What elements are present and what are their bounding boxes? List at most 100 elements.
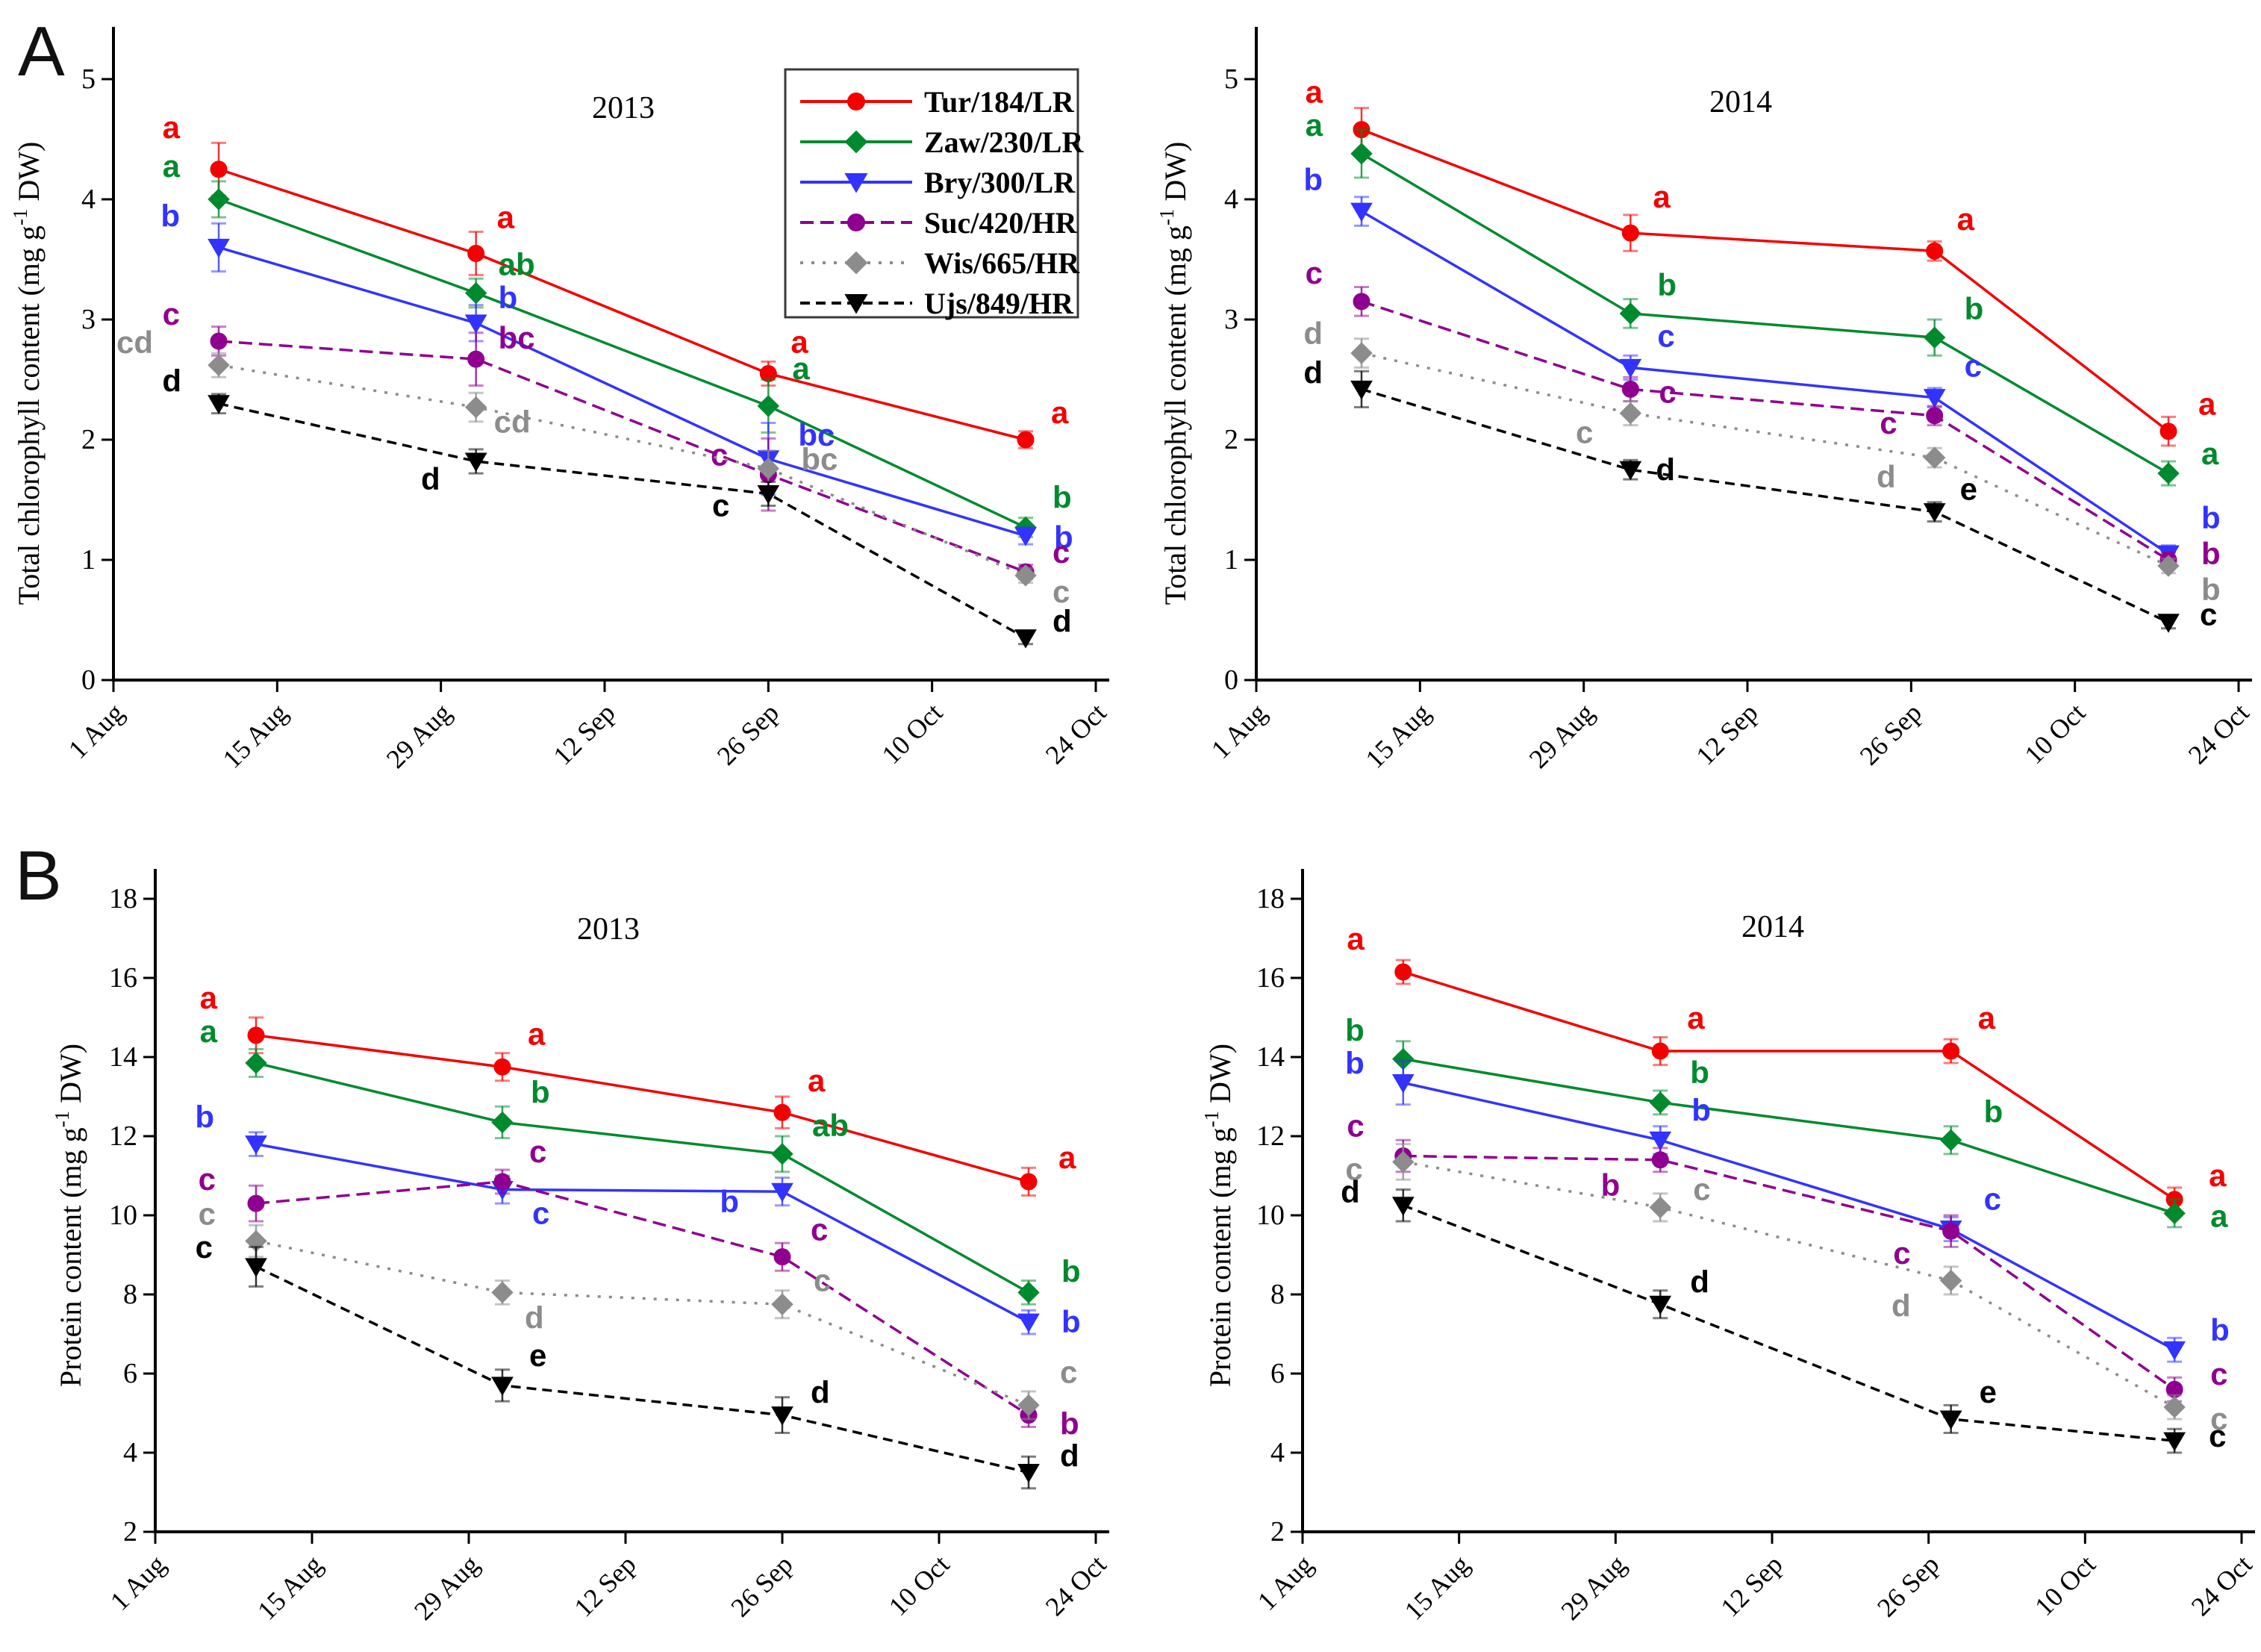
panel-year-title: 2013: [592, 91, 655, 125]
panel-a-2013: 0 1 2 3 4 5 1 Aug 15 Aug 29 Aug 12 Sep 26 Sep 10 Oc…: [9, 27, 1112, 774]
series-line-Ujs: [1403, 1204, 2175, 1442]
legend: Tur/184/LR Zaw/230/LR Bry/300/LR Suc/420/HR…: [784, 68, 1084, 320]
data-point-Suc-1: [1651, 1151, 1669, 1169]
sig-label: b: [720, 1184, 739, 1219]
sig-label: c: [196, 1229, 213, 1265]
legend-marker-Suc-icon: [846, 213, 866, 232]
sig-label: a: [200, 1014, 218, 1049]
sig-label: bc: [499, 320, 535, 355]
y-tick-label: 3: [1224, 304, 1238, 335]
sig-label: a: [792, 351, 810, 386]
data-point-Wis-2: [1939, 1269, 1962, 1292]
data-point-Bry-1: [464, 314, 487, 334]
data-point-Wis-1: [491, 1281, 514, 1304]
data-point-Bry-3: [1014, 527, 1037, 546]
y-tick-label: 3: [81, 304, 96, 335]
data-point-Ujs-3: [1017, 1464, 1040, 1483]
panel-year-title: 2013: [577, 912, 640, 947]
y-tick-label: 5: [1224, 63, 1238, 95]
x-tick-label: 12 Sep: [1690, 697, 1763, 770]
data-point-Suc-2: [1942, 1222, 1960, 1240]
data-point-Zaw-0: [245, 1052, 267, 1074]
sig-label: c: [711, 437, 728, 473]
sig-label: bc: [801, 442, 838, 477]
y-tick-label: 0: [81, 664, 96, 696]
sig-label: c: [1060, 1354, 1077, 1389]
data-point-Suc-0: [247, 1194, 265, 1212]
sig-label: a: [2201, 436, 2219, 471]
sig-label: a: [1058, 1140, 1076, 1175]
data-point-Wis-1: [1649, 1196, 1671, 1219]
sig-label: a: [1653, 179, 1671, 214]
x-tick-label: 15 Aug: [1399, 1549, 1476, 1626]
legend-label-Suc: Suc/420/HR: [924, 206, 1078, 240]
sig-label: b: [1345, 1013, 1365, 1048]
sig-label: a: [1306, 107, 1323, 143]
legend-label-Ujs: Ujs/849/HR: [924, 287, 1074, 320]
x-tick-label: 1 Aug: [105, 1549, 172, 1616]
data-point-Zaw-1: [1619, 302, 1642, 325]
data-point-Tur-1: [467, 244, 485, 262]
sig-label: d: [1303, 355, 1323, 390]
series-Ujs: d d e c: [1303, 355, 2217, 633]
sig-label: b: [1965, 291, 1984, 326]
panel-year-title: 2014: [1741, 910, 1804, 944]
sig-label: b: [1345, 1045, 1365, 1080]
data-point-Bry-3: [2163, 1341, 2186, 1361]
y-tick-label: 12: [1256, 1120, 1285, 1152]
sig-label: c: [712, 487, 729, 523]
sig-label: a: [1347, 921, 1365, 956]
sig-label: c: [2210, 1356, 2227, 1391]
legend-marker-Ujs-icon: [844, 293, 868, 314]
sig-label: ab: [812, 1108, 849, 1143]
legend-marker-Bry-icon: [844, 172, 868, 193]
panel-b-2013: 2 4 6 8 10 12 14 16 18 1 Aug 15 Aug 29 Aug 12 Sep 26 …: [51, 869, 1112, 1626]
sig-label: c: [1880, 405, 1897, 440]
data-point-Bry-0: [1350, 202, 1373, 222]
series-line-Tur: [218, 168, 1026, 441]
x-tick-label: 24 Oct: [1040, 1549, 1112, 1621]
data-point-Wis-0: [1350, 342, 1373, 364]
data-point-Zaw-2: [1923, 326, 1946, 349]
x-tick-label: 10 Oct: [883, 1549, 955, 1621]
data-point-Ujs-2: [771, 1406, 793, 1426]
sig-label: a: [200, 980, 218, 1015]
sig-label: d: [1656, 452, 1675, 487]
sig-label: d: [811, 1375, 830, 1410]
x-tick-label: 15 Aug: [252, 1549, 328, 1626]
panel-b-2014: 2 4 6 8 10 12 14 16 18 1 Aug 15 Aug 29 Aug 12 Sep 26 …: [1200, 869, 2258, 1626]
data-point-Ujs-1: [491, 1377, 514, 1396]
data-point-Wis-3: [1017, 1394, 1040, 1417]
y-tick-label: 4: [1270, 1437, 1285, 1468]
sig-label: c: [2200, 597, 2217, 632]
series-Ujs: d d e c: [1341, 1174, 2227, 1454]
legend-marker-Zaw-icon: [844, 130, 868, 154]
data-point-Bry-2: [1923, 389, 1946, 408]
data-point-Zaw-2: [757, 395, 780, 417]
data-point-Zaw-1: [464, 281, 487, 305]
data-point-Ujs-2: [757, 484, 780, 505]
data-point-Zaw-0: [1350, 143, 1373, 165]
y-tick-label: 5: [81, 63, 96, 95]
sig-label: b: [1657, 267, 1677, 302]
data-point-Tur-2: [1926, 242, 1944, 260]
data-point-Wis-3: [2163, 1396, 2186, 1418]
data-point-Ujs-2: [1923, 503, 1946, 523]
data-point-Ujs-0: [208, 395, 230, 414]
data-point-Tur-0: [210, 160, 228, 178]
series-line-Zaw: [1403, 1057, 2175, 1215]
y-axis-label: Total chlorophyll content (mg g-1 DW): [1156, 142, 1192, 605]
y-tick-label: 8: [123, 1279, 137, 1310]
x-tick-label: 10 Oct: [2018, 697, 2091, 770]
series-line-Tur: [1361, 128, 2170, 433]
data-point-Tur-0: [1394, 963, 1412, 981]
sig-label: b: [1303, 162, 1323, 197]
panel-label-b: B: [15, 836, 62, 914]
legend-marker-Tur-icon: [846, 92, 866, 111]
